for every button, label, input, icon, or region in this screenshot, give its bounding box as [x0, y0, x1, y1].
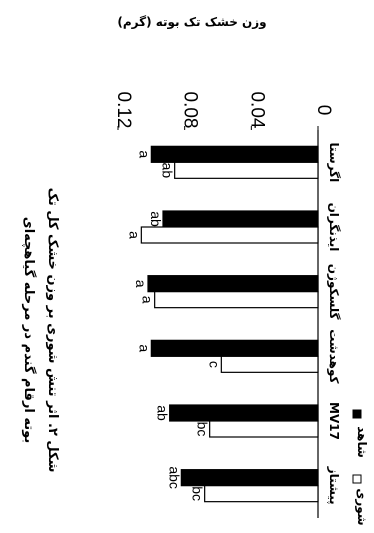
bar-series-0: [180, 469, 319, 487]
significance-letter: a: [136, 344, 152, 352]
bar-series-1: [174, 161, 319, 179]
y-tick-label: 0: [313, 105, 334, 116]
significance-letter: ab: [148, 211, 164, 227]
bar-series-1: [204, 485, 319, 503]
bar-series-0: [150, 339, 319, 357]
plot-area: 00.040.080.12اگرستاaabایذنگرانabaگلسکوژن…: [113, 92, 369, 526]
legend-swatch: [352, 409, 362, 419]
bar-series-1: [220, 355, 319, 373]
significance-letter: ab: [155, 405, 171, 421]
chart-ylabel: وزن خشک تک بوته (گرم): [117, 15, 266, 30]
significance-letter: bc: [195, 422, 211, 437]
bar-series-0: [169, 404, 319, 422]
significance-letter: bc: [190, 486, 206, 501]
caption-line-2: بوته ارقام گندم در مرحله گیاهچه‌ای: [21, 217, 37, 443]
y-tick-label: 0.08: [180, 92, 201, 129]
legend-label: شوری: [354, 488, 369, 525]
category-label: ایذنگران: [327, 203, 341, 252]
caption-line-1: شکل ۲. اثر تنش شوری بر وزن خشک کل تک: [45, 188, 60, 473]
category-label: گلسکوژن: [326, 264, 341, 320]
bar-series-1: [209, 420, 319, 438]
legend-label: شاهد: [355, 426, 369, 458]
significance-letter: a: [136, 150, 152, 158]
significance-letter: c: [206, 361, 222, 368]
bar-series-0: [147, 275, 319, 293]
bar-series-0: [162, 210, 319, 228]
bar-series-0: [150, 145, 319, 163]
category-label: MV17: [327, 402, 341, 440]
significance-letter: a: [140, 296, 156, 304]
legend-swatch: [352, 474, 362, 484]
bar-series-1: [140, 226, 319, 244]
significance-letter: abc: [166, 466, 182, 489]
y-tick-label: 0.12: [113, 92, 134, 129]
significance-letter: a: [126, 231, 142, 239]
figure-caption: شکل ۲. اثر تنش شوری بر وزن خشک کل تک بوت…: [21, 188, 60, 473]
y-tick-label: 0.04: [246, 92, 267, 129]
significance-letter: a: [133, 280, 149, 288]
category-label: اگرستا: [327, 142, 341, 182]
significance-letter: ab: [160, 163, 176, 179]
category-label: کوهدشت: [326, 329, 341, 383]
category-label: پیشتاز: [327, 466, 341, 505]
bar-series-1: [154, 291, 319, 309]
